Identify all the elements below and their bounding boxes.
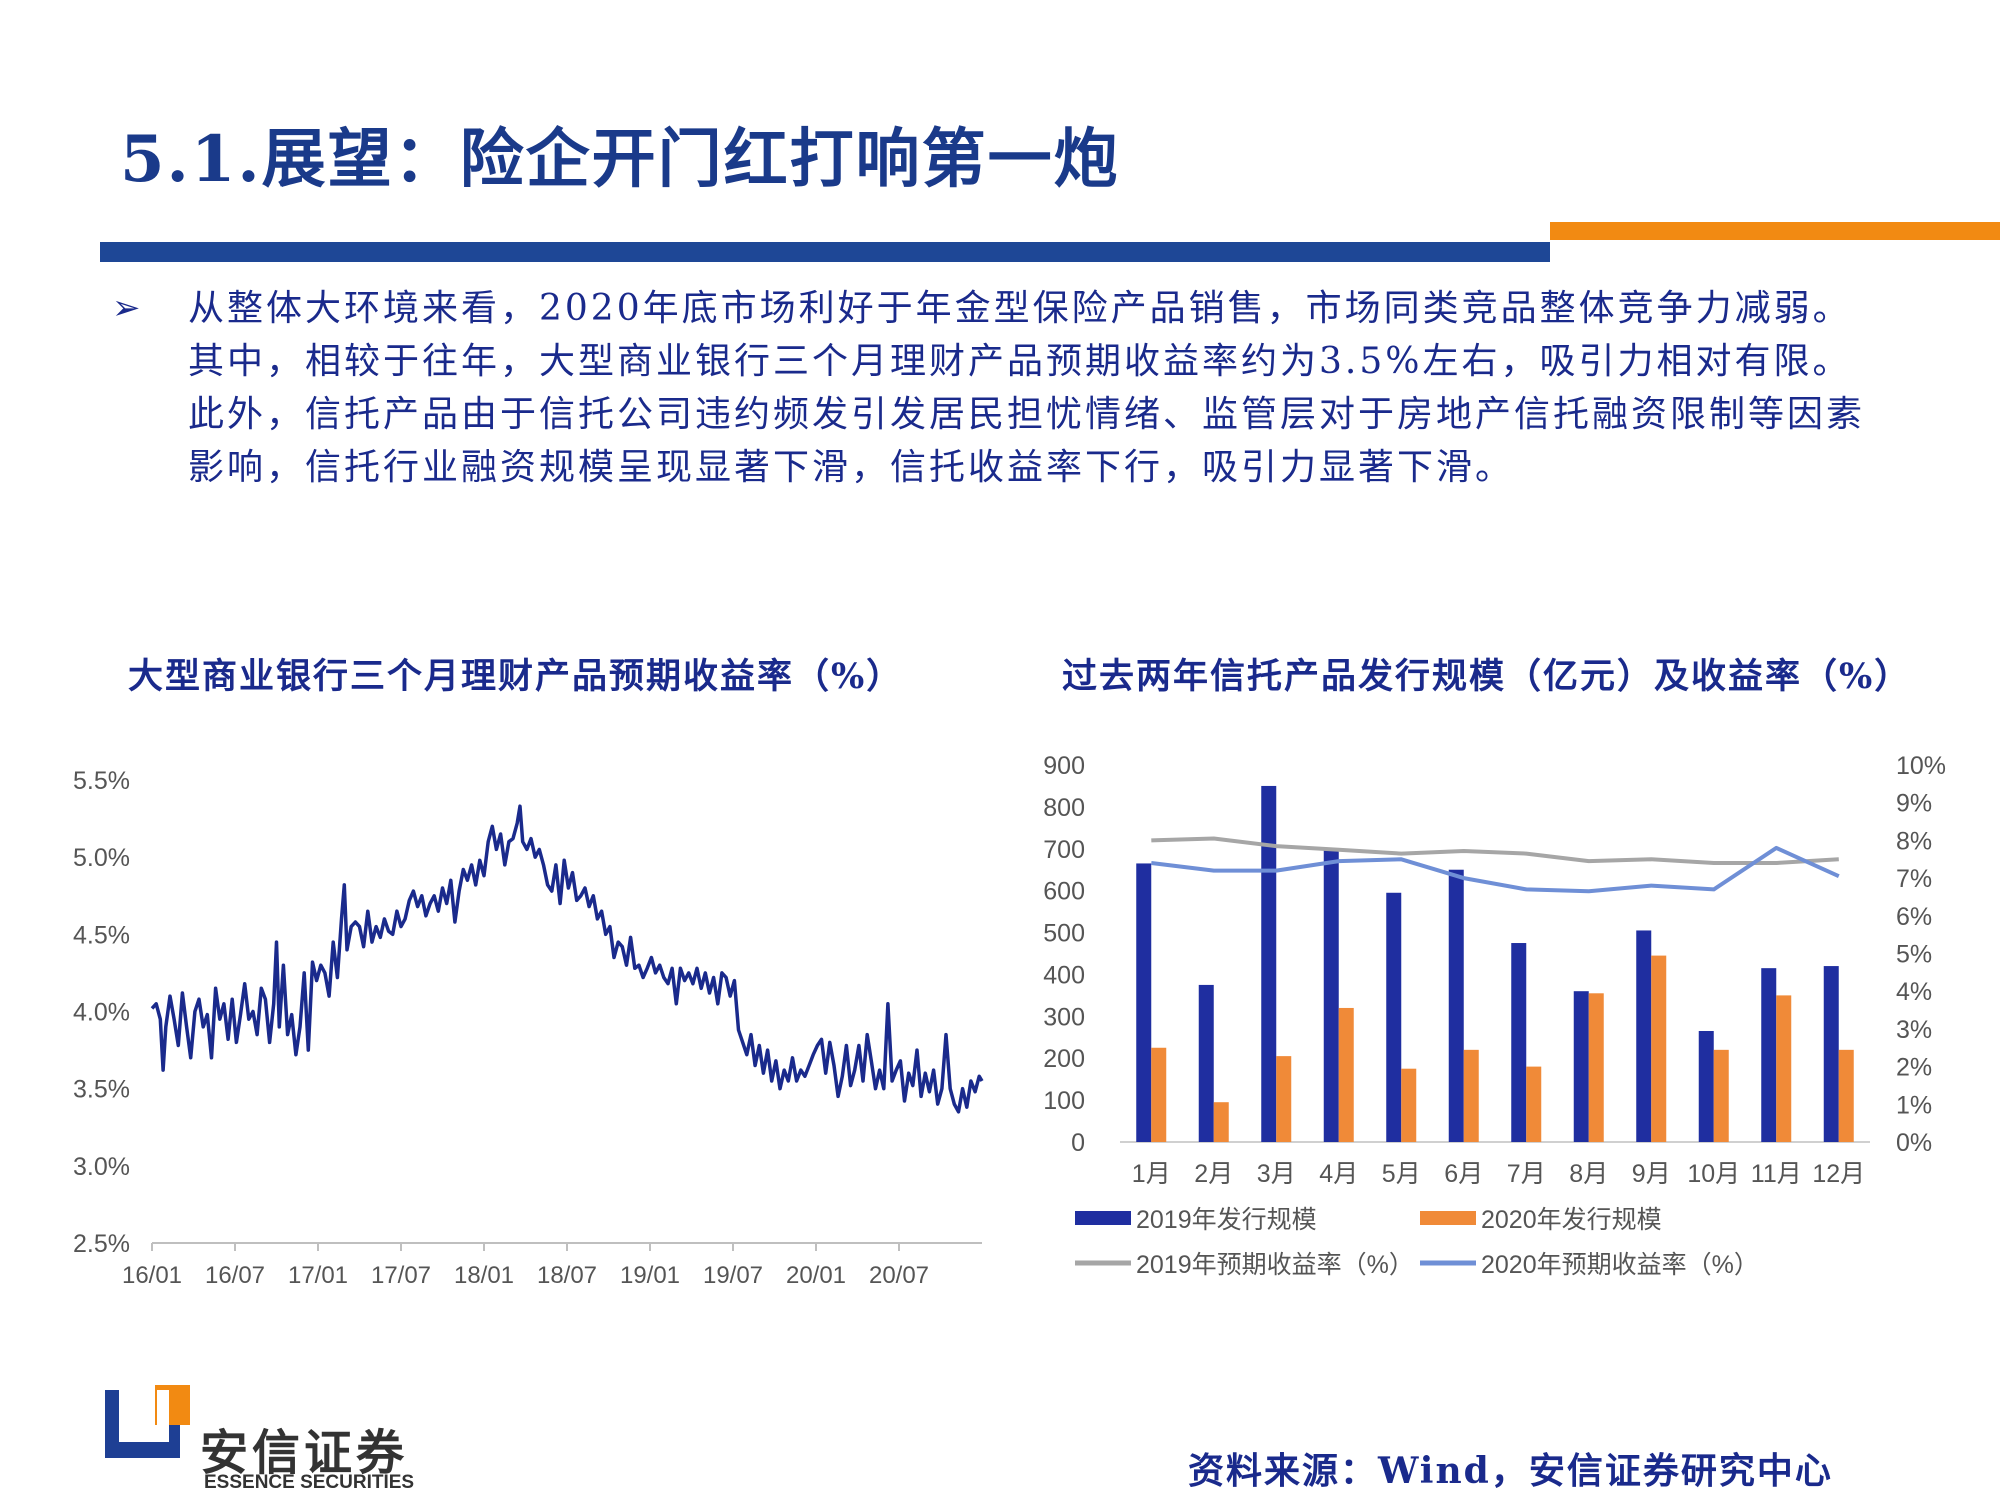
right-y-tick-label: 8% [1896, 827, 1932, 855]
x-category-label: 3月 [1257, 1160, 1296, 1188]
x-tick-label: 16/01 [122, 1262, 182, 1289]
bar-2019 [1698, 1030, 1714, 1142]
right-y-tick-label: 5% [1896, 941, 1932, 969]
right-y-tick-label: 9% [1896, 790, 1932, 818]
bar-2020 [1151, 1047, 1167, 1142]
company-logo-name: 安信证券 [200, 1425, 409, 1481]
x-tick-label: 20/01 [786, 1262, 846, 1289]
bar-2019 [1636, 930, 1652, 1142]
left-y-tick-label: 500 [1043, 920, 1085, 948]
bar-2020 [1213, 1102, 1229, 1142]
legend-label: 2019年预期收益率（%） [1136, 1251, 1414, 1279]
right-y-tick-label: 4% [1896, 978, 1932, 1006]
x-tick-label: 17/07 [371, 1262, 431, 1289]
legend-label: 2020年预期收益率（%） [1481, 1251, 1759, 1279]
yield-line-2020 [1151, 845, 1840, 894]
x-category-label: 2月 [1194, 1160, 1233, 1188]
x-tick-label: 19/07 [703, 1262, 763, 1289]
right-y-tick-label: 0% [1896, 1129, 1932, 1157]
legend-swatch [1420, 1211, 1476, 1225]
left-y-tick-label: 600 [1043, 878, 1085, 906]
x-tick-label: 17/01 [288, 1262, 348, 1289]
y-tick-label: 4.5% [73, 921, 130, 949]
bar-2020 [1588, 993, 1604, 1142]
yield-series-line [150, 804, 984, 1114]
company-logo-icon [105, 1385, 190, 1458]
bar-2019 [1448, 869, 1464, 1142]
bar-2019 [1261, 785, 1277, 1142]
x-tick-label: 19/01 [620, 1262, 680, 1289]
right-y-tick-label: 3% [1896, 1016, 1932, 1044]
left-y-tick-label: 700 [1043, 836, 1085, 864]
x-tick-label: 20/07 [869, 1262, 929, 1289]
y-tick-label: 4.0% [73, 999, 130, 1027]
y-tick-label: 2.5% [73, 1230, 130, 1258]
left-y-tick-label: 0 [1071, 1129, 1085, 1157]
legend-label: 2019年发行规模 [1136, 1206, 1317, 1234]
x-category-label: 10月 [1687, 1160, 1740, 1188]
x-category-label: 9月 [1632, 1160, 1671, 1188]
body-paragraph: 从整体大环境来看，2020年底市场利好于年金型保险产品销售，市场同类竞品整体竞争… [188, 288, 1866, 488]
left-y-tick-label: 300 [1043, 1003, 1085, 1031]
bar-2020 [1713, 1049, 1729, 1142]
bar-2019 [1386, 892, 1402, 1142]
x-tick-label: 18/07 [537, 1262, 597, 1289]
bank-yield-line-chart: 5.5% 5.0% 4.5% 4.0% 3.5% 3.0% 2.5% 16/01 16/07 17… [73, 767, 984, 1289]
left-y-tick-label: 900 [1043, 752, 1085, 780]
x-category-label: 12月 [1812, 1160, 1865, 1188]
y-tick-label: 3.0% [73, 1153, 130, 1181]
bar-2019 [1198, 984, 1214, 1142]
x-category-label: 6月 [1444, 1160, 1483, 1188]
yield-line-2019 [1151, 836, 1839, 865]
bar-2020 [1276, 1056, 1292, 1142]
bar-2020 [1338, 1007, 1354, 1142]
y-tick-label: 5.0% [73, 844, 130, 872]
bar-2019 [1823, 966, 1839, 1142]
bar-2019 [1136, 863, 1152, 1142]
bar-2019 [1573, 991, 1589, 1142]
x-category-label: 4月 [1319, 1160, 1358, 1188]
bar-2020 [1526, 1066, 1542, 1142]
bar-2020 [1838, 1049, 1854, 1142]
bar-2020 [1401, 1068, 1417, 1142]
left-y-tick-label: 100 [1043, 1087, 1085, 1115]
bar-2019 [1511, 943, 1527, 1142]
right-y-tick-label: 2% [1896, 1054, 1932, 1082]
bar-2020 [1776, 995, 1792, 1142]
left-y-tick-label: 800 [1043, 794, 1085, 822]
x-category-label: 11月 [1751, 1160, 1802, 1188]
y-tick-label: 3.5% [73, 1076, 130, 1104]
bar-2020 [1463, 1049, 1479, 1142]
bullet-arrow-icon: ➢ [112, 288, 141, 328]
title-divider-orange [1550, 222, 2000, 240]
x-category-label: 1月 [1132, 1160, 1171, 1188]
legend-label: 2020年发行规模 [1481, 1206, 1662, 1234]
left-chart-title: 大型商业银行三个月理财产品预期收益率（%） [128, 656, 904, 697]
x-category-label: 8月 [1569, 1160, 1608, 1188]
right-y-tick-label: 6% [1896, 903, 1932, 931]
source-note: 资料来源：Wind，安信证券研究中心 [1188, 1450, 1833, 1492]
right-y-tick-label: 10% [1896, 752, 1946, 780]
bar-2019 [1761, 968, 1777, 1142]
x-tick-label: 18/01 [454, 1262, 514, 1289]
left-y-tick-label: 200 [1043, 1045, 1085, 1073]
bar-2019 [1323, 848, 1339, 1142]
left-y-tick-label: 400 [1043, 961, 1085, 989]
title-divider-blue [100, 242, 1550, 262]
legend-swatch [1075, 1211, 1131, 1225]
right-y-tick-label: 7% [1896, 865, 1932, 893]
trust-issuance-combo-chart: 900 800 700 600 500 400 300 200 100 0 10% 9% 8% 7% 6% 5… [1043, 752, 1946, 1279]
x-tick-label: 16/07 [205, 1262, 265, 1289]
page-title: 5.1.展望：险企开门红打响第一炮 [120, 122, 1120, 197]
x-category-label: 5月 [1382, 1160, 1421, 1188]
bar-2020 [1651, 955, 1667, 1142]
y-tick-label: 5.5% [73, 767, 130, 795]
right-chart-title: 过去两年信托产品发行规模（亿元）及收益率（%） [1062, 656, 1912, 697]
x-category-label: 7月 [1507, 1160, 1546, 1188]
company-logo-subtitle: ESSENCE SECURITIES [204, 1472, 415, 1493]
right-y-tick-label: 1% [1896, 1091, 1932, 1119]
